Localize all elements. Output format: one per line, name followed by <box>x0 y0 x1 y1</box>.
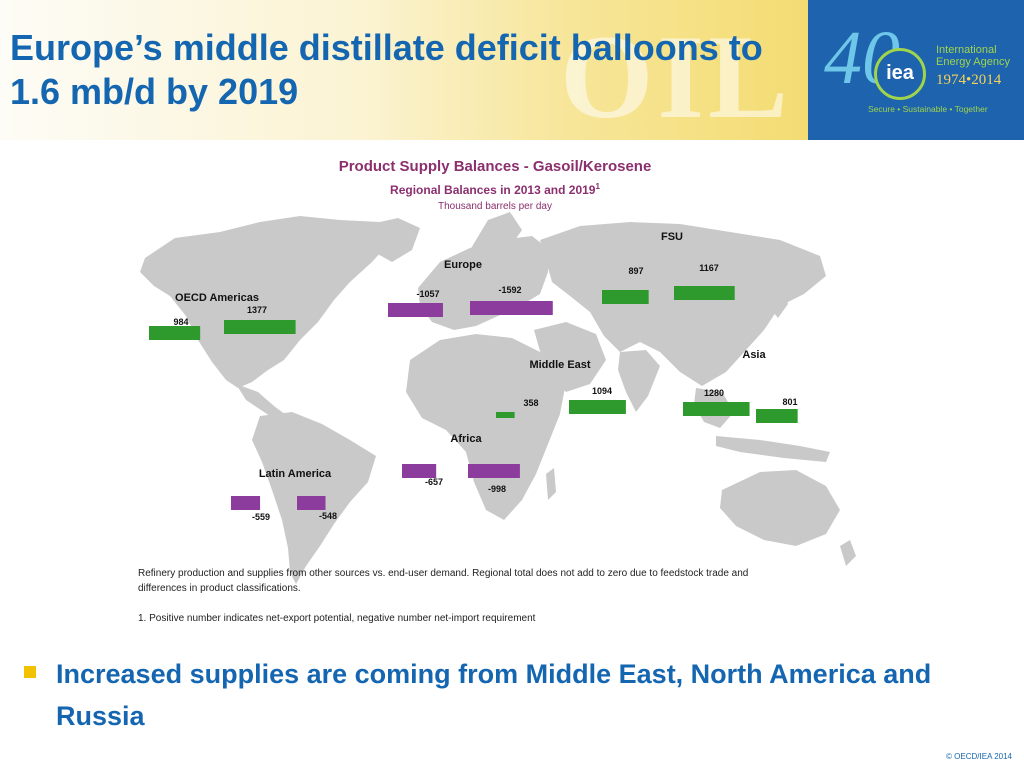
bullet-text: Increased supplies are coming from Middl… <box>56 659 932 731</box>
bar-asia-2019 <box>756 409 798 423</box>
region-label-oecd-americas: OECD Americas <box>175 292 259 304</box>
africa-landmass <box>406 334 566 520</box>
madagascar-landmass <box>546 468 556 500</box>
region-label-middle-east: Middle East <box>529 359 590 371</box>
north-america-landmass <box>140 216 392 388</box>
chart-title: Product Supply Balances - Gasoil/Kerosen… <box>338 158 652 175</box>
iea-40-logo: 40 iea International Energy Agency 1974•… <box>808 0 1024 140</box>
bar-oecd-americas-2013 <box>149 326 201 340</box>
value-label-middle-east-2013: 358 <box>523 398 538 408</box>
indonesia-landmass <box>716 436 830 462</box>
region-labels: OECD Americas Europe FSU Middle East Asia Afr… <box>175 231 766 480</box>
asia-landmass <box>540 222 826 386</box>
bar-africa-2019 <box>468 464 520 478</box>
chart-footnote-1: 1. Positive number indicates net-export … <box>138 613 536 624</box>
value-label-africa-2019: -998 <box>488 484 506 494</box>
header-banner: OIL Europe’s middle distillate deficit b… <box>0 0 808 140</box>
region-label-africa: Africa <box>450 433 482 445</box>
new-zealand-landmass <box>840 540 856 566</box>
bar-latin-america-2019 <box>297 496 326 510</box>
bar-africa-2013 <box>402 464 437 478</box>
value-label-oecd-americas-2013: 984 <box>173 317 188 327</box>
bar-middle-east-2013 <box>496 412 515 418</box>
value-label-oecd-americas-2019: 1377 <box>247 305 267 315</box>
bar-asia-2013 <box>683 402 750 416</box>
value-label-asia-2019: 801 <box>782 397 797 407</box>
copyright: © OECD/IEA 2014 <box>946 752 1012 761</box>
greenland-landmass <box>362 218 420 262</box>
chart-subtitle-note: 1 <box>595 182 600 191</box>
value-label-europe-2013: -1057 <box>416 289 439 299</box>
australia-landmass <box>720 470 840 546</box>
bar-middle-east-2019 <box>569 400 626 414</box>
logo-years: 1974•2014 <box>936 72 1002 88</box>
value-label-fsu-2019: 1167 <box>699 263 719 273</box>
iea-logo-mark: iea <box>874 48 926 100</box>
slide-title: Europe’s middle distillate deficit ballo… <box>10 27 763 112</box>
bar-oecd-americas-2019 <box>224 320 296 334</box>
logo-tagline: Secure • Sustainable • Together <box>868 104 988 114</box>
value-labels: 984 1377 -1057 -1592 897 1167 358 1094 1280 801 -6… <box>173 263 797 522</box>
value-label-europe-2019: -1592 <box>498 285 521 295</box>
bar-fsu-2019 <box>674 286 735 300</box>
region-label-latin-america: Latin America <box>259 468 332 480</box>
balance-bars <box>149 286 798 510</box>
region-label-asia: Asia <box>742 349 766 361</box>
bar-fsu-2013 <box>602 290 649 304</box>
chart-footnote: Refinery production and supplies from ot… <box>138 568 749 594</box>
japan-landmass <box>770 284 788 318</box>
logo-org-line1: International <box>936 44 997 56</box>
chart-units: Thousand barrels per day <box>438 201 552 212</box>
region-label-europe: Europe <box>444 259 482 271</box>
bar-europe-2019 <box>470 301 553 315</box>
logo-org-line2: Energy Agency <box>936 56 1010 68</box>
middle-east-landmass <box>534 322 606 392</box>
chart-subtitle: Regional Balances in 2013 and 20191 <box>0 182 990 197</box>
india-landmass <box>618 350 660 412</box>
value-label-asia-2013: 1280 <box>704 388 724 398</box>
bar-europe-2013 <box>388 303 443 317</box>
region-label-fsu: FSU <box>661 231 683 243</box>
world-map <box>140 212 856 584</box>
bullet-marker <box>24 666 36 678</box>
value-label-middle-east-2019: 1094 <box>592 386 612 396</box>
chart-subtitle-text: Regional Balances in 2013 and 2019 <box>390 183 596 197</box>
scandinavia-landmass <box>470 212 522 250</box>
value-label-latin-america-2013: -559 <box>252 512 270 522</box>
value-label-africa-2013: -657 <box>425 477 443 487</box>
value-label-fsu-2013: 897 <box>628 266 643 276</box>
value-label-latin-america-2019: -548 <box>319 511 337 521</box>
logo-organization: International Energy Agency <box>936 44 1022 68</box>
oil-background-word: OIL <box>560 10 793 140</box>
bar-latin-america-2013 <box>231 496 261 510</box>
